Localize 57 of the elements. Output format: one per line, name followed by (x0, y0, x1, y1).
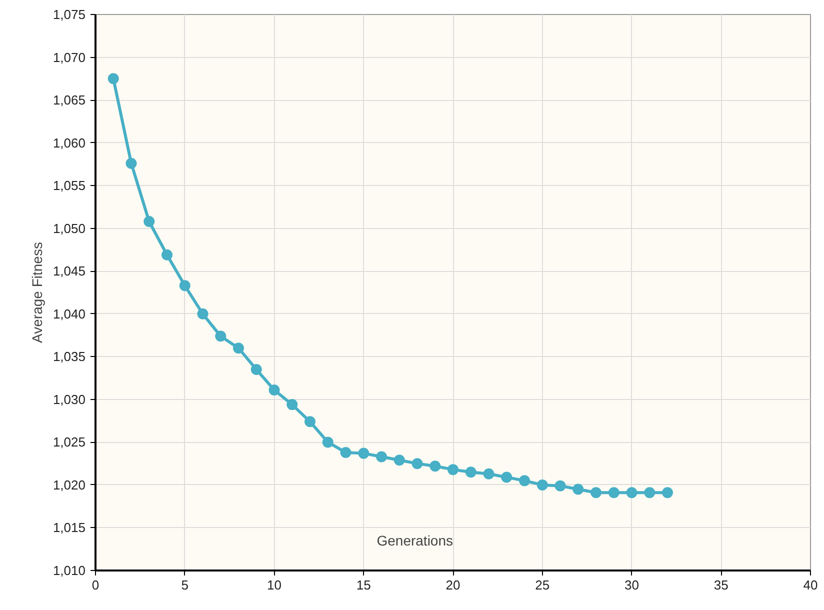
y-axis-title: Average Fitness (28, 242, 45, 343)
point (322, 436, 334, 448)
y-tick-label: 1,040 (52, 306, 86, 322)
y-tick-label: 1,060 (52, 135, 86, 150)
point (644, 487, 656, 498)
x-tick-label: 30 (624, 578, 639, 592)
x-tick-label: 35 (714, 578, 728, 592)
x-tick-label: 25 (535, 578, 550, 592)
point (501, 472, 512, 483)
point (358, 448, 370, 459)
point (608, 487, 620, 498)
point (554, 480, 566, 492)
y-tick-label: 1,045 (52, 264, 86, 279)
y-tick-label: 1,035 (52, 349, 86, 364)
point (536, 479, 548, 490)
point (215, 330, 226, 342)
x-tick-label: 15 (356, 578, 371, 592)
x-tick-label: 10 (267, 578, 282, 592)
point (126, 158, 137, 169)
point (590, 487, 602, 498)
x-tick-label: 0 (92, 578, 100, 592)
y-tick-label: 1,015 (52, 520, 86, 536)
y-tick-label: 1,070 (52, 50, 86, 65)
y-tick-label: 1,050 (52, 220, 86, 236)
point (108, 73, 119, 84)
point (572, 484, 584, 495)
point (412, 458, 423, 470)
point (286, 399, 298, 410)
point (626, 487, 638, 498)
point (662, 487, 673, 498)
point (376, 451, 387, 462)
y-tick-label: 1,030 (52, 392, 86, 407)
point (268, 384, 280, 396)
point (394, 454, 405, 466)
point (162, 249, 172, 260)
point (519, 475, 530, 486)
point (340, 446, 352, 458)
point (448, 464, 458, 476)
point (430, 460, 441, 472)
point (483, 468, 494, 480)
x-tick-label: 5 (181, 578, 188, 592)
point (179, 280, 190, 292)
point (144, 216, 155, 227)
x-tick-label: 40 (803, 578, 818, 592)
y-tick-label: 1,055 (52, 178, 86, 194)
point (233, 342, 244, 354)
y-tick-label: 1,010 (52, 563, 86, 578)
point (197, 308, 208, 320)
x-axis-title: Generations (376, 532, 454, 548)
y-tick-label: 1,075 (52, 7, 86, 22)
x-tick-label: 20 (446, 578, 460, 592)
point (304, 416, 316, 428)
y-tick-label: 1,025 (52, 434, 86, 450)
point (250, 364, 262, 375)
point (465, 466, 476, 478)
y-tick-label: 1,065 (52, 92, 86, 108)
y-tick-label: 1,020 (52, 477, 86, 492)
